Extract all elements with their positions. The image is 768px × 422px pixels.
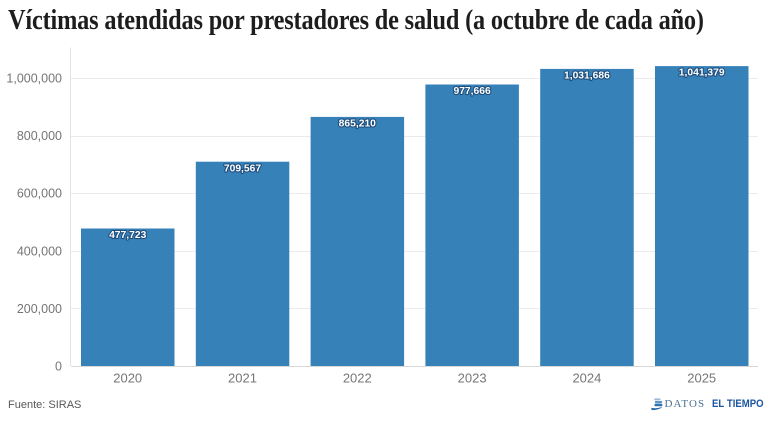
svg-text:2022: 2022: [343, 371, 372, 386]
svg-text:0: 0: [55, 360, 62, 374]
svg-text:2020: 2020: [113, 371, 142, 386]
svg-text:2025: 2025: [687, 371, 716, 386]
svg-text:1,041,379: 1,041,379: [679, 68, 725, 79]
svg-text:977,666: 977,666: [453, 86, 490, 97]
svg-text:600,000: 600,000: [17, 187, 62, 201]
svg-text:709,567: 709,567: [224, 163, 261, 174]
svg-text:1,031,686: 1,031,686: [564, 71, 610, 82]
svg-text:200,000: 200,000: [17, 302, 62, 316]
svg-text:400,000: 400,000: [17, 244, 62, 258]
svg-text:1,000,000: 1,000,000: [6, 72, 62, 86]
svg-text:2024: 2024: [572, 371, 601, 386]
svg-text:477,723: 477,723: [109, 230, 146, 241]
svg-text:2021: 2021: [228, 371, 257, 386]
svg-text:800,000: 800,000: [17, 129, 62, 143]
svg-text:865,210: 865,210: [339, 119, 376, 130]
svg-text:2023: 2023: [458, 371, 487, 386]
